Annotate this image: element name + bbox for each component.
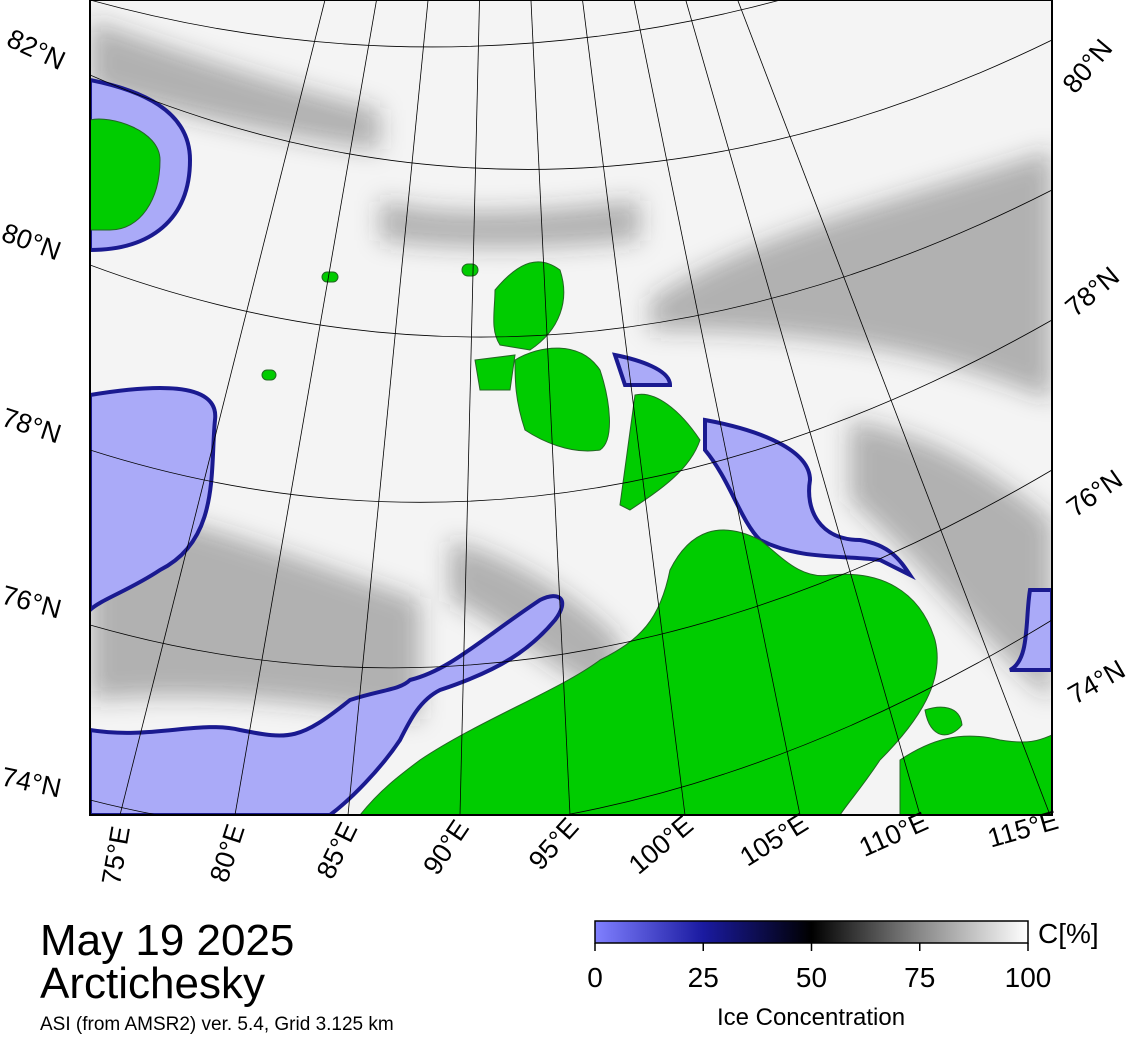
lon-label: 90°E [417,815,475,881]
lon-label: 105°E [735,808,814,873]
lat-label: 74°N [1063,654,1130,710]
colorbar-tick-label: 0 [587,962,603,993]
colorbar-ticks: 0 25 50 75 100 [587,943,1051,993]
colorbar-tick-label: 50 [796,962,827,993]
lat-label: 76°N [1061,464,1128,523]
lat-label: 74°N [0,762,64,804]
source-note: ASI (from AMSR2) ver. 5.4, Grid 3.125 km [40,1014,394,1035]
lon-label: 85°E [311,817,364,883]
lat-label: 78°N [1060,261,1125,323]
lon-label: 95°E [523,812,585,876]
colorbar [594,920,1029,944]
graticule [90,0,1052,815]
lon-label: 75°E [96,824,136,887]
map-area [90,0,1052,815]
colorbar-tick-label: 75 [904,962,935,993]
lat-label: 76°N [0,580,64,625]
lon-label: 100°E [623,810,699,880]
region-title: Arctichesky [40,959,265,1008]
lon-label: 80°E [204,821,251,886]
lat-label: 78°N [0,402,65,449]
map-frame [89,0,1053,816]
date-title: May 19 2025 [40,916,294,965]
colorbar-tick-label: 25 [688,962,719,993]
colorbar-title: Ice Concentration [717,1004,905,1031]
lat-label: 80°N [1057,33,1119,98]
lon-labels: 75°E 80°E 85°E 90°E 95°E 100°E 105°E 110°E 115°E [96,805,1062,887]
colorbar-tick-label: 100 [1005,962,1052,993]
colorbar-unit: C[%] [1038,918,1099,949]
lat-label: 82°N [2,23,69,76]
lat-label: 80°N [0,217,65,266]
